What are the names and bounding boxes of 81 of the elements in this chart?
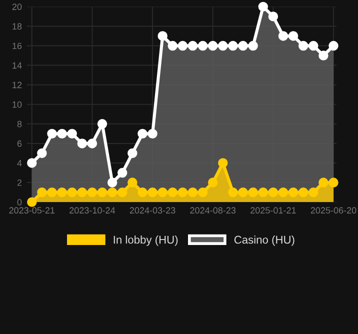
point: [328, 40, 338, 51]
point: [188, 40, 198, 51]
point: [208, 178, 218, 188]
x-tick-label: 2023-10-24: [70, 207, 116, 214]
y-tick-label: 12: [12, 82, 22, 88]
point: [128, 178, 138, 188]
point: [258, 2, 268, 12]
point: [77, 138, 88, 148]
point: [27, 197, 37, 207]
point: [308, 187, 318, 198]
legend-label: In lobby (HU): [114, 236, 178, 246]
y-tick-label: 20: [12, 4, 22, 10]
x-tick-label: 2023-05-21: [9, 207, 55, 214]
point: [328, 178, 338, 188]
point: [57, 128, 67, 139]
y-tick-label: 10: [12, 101, 22, 108]
point: [258, 187, 268, 198]
point: [37, 187, 47, 198]
point: [278, 187, 288, 198]
point: [228, 40, 238, 51]
y-tick-label: 6: [17, 140, 22, 147]
point: [67, 128, 77, 139]
y-tick-label: 0: [17, 199, 22, 206]
point: [118, 168, 128, 178]
point: [168, 40, 178, 51]
x-tick-label: 2024-03-23: [130, 207, 176, 214]
point: [47, 128, 57, 139]
point: [168, 187, 178, 198]
point: [198, 40, 208, 51]
point: [308, 40, 318, 51]
point: [298, 40, 308, 51]
point: [248, 40, 258, 51]
legend-label: Casino (HU): [234, 236, 294, 246]
point: [178, 187, 188, 198]
x-tick-label: 2025-06-20: [310, 207, 356, 214]
point: [218, 40, 228, 51]
point: [148, 128, 158, 139]
x-tick-label: 2025-01-21: [250, 207, 296, 214]
y-tick-label: 2: [17, 180, 22, 186]
point: [278, 31, 288, 41]
point: [77, 187, 88, 198]
point: [138, 128, 148, 139]
point: [198, 187, 208, 198]
point: [128, 148, 138, 158]
point: [288, 187, 298, 198]
point: [47, 187, 57, 198]
point: [298, 187, 308, 198]
point: [97, 119, 108, 129]
point: [57, 187, 67, 198]
point: [107, 178, 118, 188]
point: [238, 40, 248, 51]
point: [158, 31, 168, 41]
y-tick-label: 16: [12, 42, 22, 50]
point: [87, 138, 98, 148]
point: [148, 187, 158, 198]
point: [318, 178, 328, 188]
point: [138, 187, 148, 198]
point: [87, 187, 98, 198]
point: [107, 187, 118, 198]
x-tick-label: 2024-08-23: [190, 207, 236, 214]
point: [248, 187, 258, 198]
y-tick-label: 4: [17, 160, 22, 166]
point: [188, 187, 198, 198]
point: [218, 158, 228, 168]
point: [268, 187, 278, 198]
point: [228, 187, 238, 198]
point: [238, 187, 248, 198]
point: [268, 12, 278, 22]
point: [158, 187, 168, 198]
point: [178, 40, 188, 51]
point: [37, 148, 47, 158]
point: [118, 187, 128, 198]
point: [97, 187, 108, 198]
y-tick-label: 18: [12, 23, 22, 30]
y-tick-label: 14: [12, 62, 22, 69]
point: [27, 158, 37, 168]
point: [318, 50, 328, 60]
point: [208, 40, 218, 51]
point: [67, 187, 77, 198]
point: [288, 31, 298, 41]
y-tick-label: 8: [17, 120, 22, 128]
